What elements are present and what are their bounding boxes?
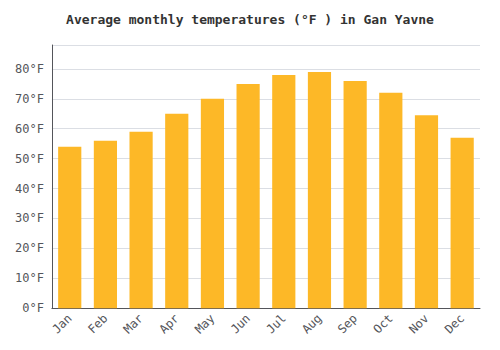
svg-text:Jul: Jul [264, 311, 289, 336]
svg-text:Aug: Aug [299, 311, 324, 336]
svg-text:Sep: Sep [335, 311, 360, 336]
svg-text:Mar: Mar [121, 311, 146, 336]
svg-text:Average monthly temperatures (: Average monthly temperatures (°F ) in Ga… [66, 12, 434, 27]
svg-text:40°F: 40°F [15, 182, 44, 196]
svg-text:Jun: Jun [228, 311, 253, 336]
svg-text:10°F: 10°F [15, 271, 44, 285]
svg-text:70°F: 70°F [15, 92, 44, 106]
svg-text:Nov: Nov [406, 311, 431, 336]
svg-text:Apr: Apr [156, 311, 181, 336]
svg-text:60°F: 60°F [15, 122, 44, 136]
svg-text:20°F: 20°F [15, 241, 44, 255]
svg-text:Feb: Feb [85, 311, 110, 336]
svg-text:May: May [192, 311, 217, 336]
svg-text:Jan: Jan [49, 311, 74, 336]
svg-text:80°F: 80°F [15, 62, 44, 76]
svg-text:Oct: Oct [371, 311, 396, 336]
svg-text:30°F: 30°F [15, 211, 44, 225]
svg-text:50°F: 50°F [15, 152, 44, 166]
svg-text:0°F: 0°F [22, 301, 44, 315]
svg-text:Dec: Dec [442, 311, 467, 336]
